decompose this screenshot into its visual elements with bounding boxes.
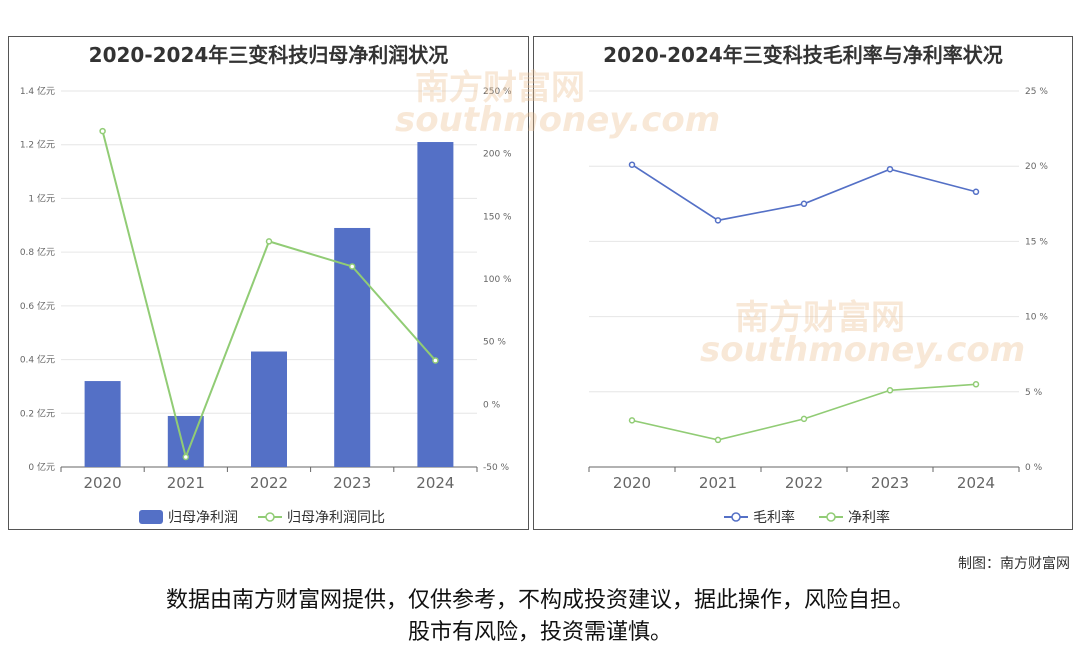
bar-net-profit (84, 381, 121, 467)
y-right-tick-label: 25 % (1025, 87, 1048, 97)
y-right-tick-label: 100 % (483, 275, 512, 285)
point-net-profit-yoy (432, 357, 439, 364)
legend-marker-net-margin (826, 512, 836, 522)
y-left-tick-label: 0 亿元 (28, 461, 55, 473)
y-right-tick-label: 10 % (1025, 313, 1048, 323)
point-net-margin (972, 381, 980, 388)
y-right-tick-label: 20 % (1025, 162, 1048, 172)
bar-net-profit (251, 351, 287, 467)
y-left-tick-label: 1 亿元 (28, 192, 55, 204)
y-right-tick-label: 5 % (1025, 388, 1043, 398)
chart-credit: 制图：南方财富网 (958, 556, 1070, 572)
legend-label-net-margin: 净利率 (848, 509, 890, 526)
point-net-profit-yoy (99, 127, 106, 135)
y-right-tick-label: 0 % (1025, 463, 1043, 473)
y-left-tick-label: 0.8 亿元 (20, 246, 55, 258)
margin-chart: 0 % 5 % 10 % 15 % 20 % 25 % 2020 2021 2022 2023 20… (588, 87, 1048, 526)
line-gross-margin (631, 164, 977, 222)
legend-swatch-net-profit (139, 510, 163, 524)
bar-net-profit (417, 142, 454, 467)
x-tick-label: 2020 (84, 474, 122, 492)
point-net-profit-yoy (265, 238, 273, 245)
x-tick-label: 2020 (613, 474, 651, 492)
x-tick-label: 2024 (416, 474, 454, 492)
y-left-tick-label: 0.4 亿元 (20, 354, 55, 366)
point-gross-margin (714, 217, 722, 224)
y-left-tick-label: 0.6 亿元 (20, 300, 55, 312)
x-tick-label: 2021 (699, 474, 737, 492)
point-net-margin (714, 436, 722, 444)
y-right-tick-label: 250 % (483, 87, 512, 97)
x-tick-label: 2024 (957, 474, 995, 492)
x-tick-label: 2023 (333, 474, 371, 492)
y-left-tick-label: 1.2 亿元 (20, 139, 55, 151)
legend-label-yoy: 归母净利润同比 (287, 509, 385, 526)
y-right-tick-label: 200 % (483, 150, 512, 160)
x-tick-label: 2022 (250, 474, 288, 492)
point-net-profit-yoy (182, 453, 190, 461)
legend-marker-gross-margin (731, 512, 741, 522)
point-gross-margin (800, 200, 808, 208)
line-net-margin (631, 383, 977, 441)
y-right-tick-label: 15 % (1025, 237, 1048, 247)
point-net-margin (800, 415, 808, 423)
y-right-tick-label: -50 % (483, 463, 510, 473)
y-right-tick-label: 0 % (483, 400, 501, 410)
point-gross-margin (628, 161, 636, 168)
y-left-tick-label: 1.4 亿元 (20, 85, 55, 97)
margin-chart-title: 2020-2024年三变科技毛利率与净利率状况 (603, 43, 1003, 67)
y-right-tick-label: 50 % (483, 338, 506, 348)
net-profit-chart-panel: 2020-2024年三变科技归母净利润状况 0 亿元 0.2 亿元 0.4 亿元 0.… (8, 36, 529, 530)
point-gross-margin (886, 165, 894, 173)
legend-marker-yoy (265, 512, 275, 522)
x-tick-label: 2022 (785, 474, 823, 492)
y-left-tick-label: 0.2 亿元 (20, 407, 55, 419)
point-net-margin (628, 417, 636, 424)
x-tick-label: 2021 (167, 474, 205, 492)
disclaimer-line-2: 股市有风险，投资需谨慎。 (407, 620, 672, 645)
point-gross-margin (972, 188, 980, 196)
y-right-tick-label: 150 % (483, 212, 512, 222)
net-profit-chart: 0 亿元 0.2 亿元 0.4 亿元 0.6 亿元 0.8 亿元 1 亿元 1.2 亿元 1.… (20, 85, 512, 526)
point-net-profit-yoy (348, 263, 356, 270)
legend-label-gross-margin: 毛利率 (753, 509, 795, 526)
legend-label-net-profit: 归母净利润 (168, 509, 238, 526)
net-profit-chart-title: 2020-2024年三变科技归母净利润状况 (88, 43, 449, 67)
point-net-margin (886, 387, 894, 394)
disclaimer-line-1: 数据由南方财富网提供，仅供参考，不构成投资建议，据此操作，风险自担。 (165, 588, 914, 613)
margin-chart-panel: 2020-2024年三变科技毛利率与净利率状况 0 % 5 % 10 % 15 % 20… (533, 36, 1073, 530)
x-tick-label: 2023 (871, 474, 909, 492)
